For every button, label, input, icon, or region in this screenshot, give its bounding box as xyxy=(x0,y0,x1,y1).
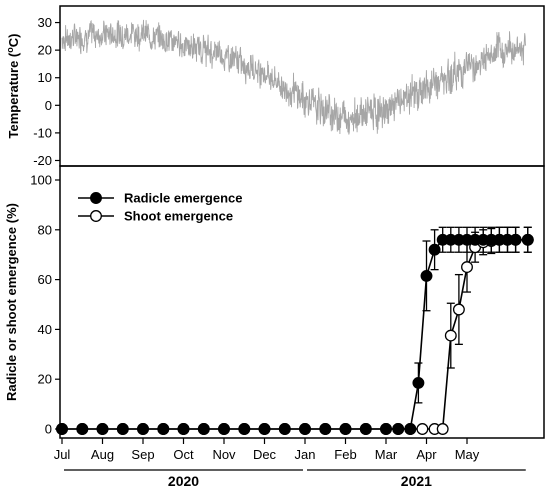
radicle-point xyxy=(157,423,170,435)
radicle-point xyxy=(420,269,433,282)
radicle-point xyxy=(412,376,425,389)
temperature-trace xyxy=(61,19,527,135)
month-tick-label: Apr xyxy=(416,447,437,462)
emergence-y-tick-label: 40 xyxy=(38,322,52,337)
radicle-point xyxy=(238,423,251,435)
series-line-shoot xyxy=(62,239,528,430)
radicle-point xyxy=(177,423,190,435)
radicle-point xyxy=(197,423,210,435)
emergence-y-tick-label: 100 xyxy=(30,173,52,188)
legend-marker xyxy=(90,210,102,222)
month-tick-label: Mar xyxy=(375,447,398,462)
radicle-point xyxy=(76,423,89,435)
month-tick-label: Feb xyxy=(334,447,356,462)
shoot-point xyxy=(461,261,473,274)
shoot-point xyxy=(436,423,449,435)
radicle-point xyxy=(521,233,534,246)
temperature-axis-title: Temperature (oC) xyxy=(5,34,21,139)
year-label: 2020 xyxy=(168,473,199,489)
legend: Radicle emergence Shoot emergence xyxy=(78,191,243,224)
radicle-point xyxy=(380,423,392,435)
emergence-y-tick-label: 20 xyxy=(38,372,52,387)
radicle-point xyxy=(392,423,405,435)
temperature-y-tick-label: 0 xyxy=(45,98,52,113)
temperature-plot: 30 20 10 0 -10 -20 xyxy=(33,15,527,168)
radicle-point xyxy=(218,423,230,435)
radicle-point xyxy=(299,423,311,435)
radicle-point xyxy=(137,423,149,435)
radicle-point xyxy=(509,233,522,246)
legend-label: Radicle emergence xyxy=(124,191,243,206)
shoot-point xyxy=(452,303,465,316)
month-tick-label: Nov xyxy=(212,447,236,462)
shoot-point xyxy=(416,423,429,435)
series-line-radicle xyxy=(62,239,528,430)
legend-marker xyxy=(90,192,102,204)
emergence-panel-frame xyxy=(59,165,545,439)
radicle-point xyxy=(96,423,109,435)
month-tick-label: Sep xyxy=(131,447,154,462)
radicle-point xyxy=(56,423,68,435)
temperature-y-tick-label: 30 xyxy=(38,15,52,30)
emergence-y-tick-label: 80 xyxy=(38,222,52,237)
temperature-y-tick-label: 20 xyxy=(38,43,52,58)
year-label: 2021 xyxy=(401,473,432,489)
emergence-y-tick-label: 0 xyxy=(45,422,52,437)
radicle-point xyxy=(116,423,129,435)
month-tick-label: Aug xyxy=(91,447,114,462)
month-tick-label: Jul xyxy=(54,447,71,462)
radicle-point xyxy=(428,243,441,256)
shoot-point xyxy=(444,329,457,342)
radicle-point xyxy=(319,423,332,435)
emergence-axis-title: Radicle or shoot emergence (%) xyxy=(4,203,19,401)
radicle-point xyxy=(404,423,417,435)
temperature-y-tick-label: -20 xyxy=(33,153,52,168)
temperature-y-tick-label: -10 xyxy=(33,125,52,140)
legend-label: Shoot emergence xyxy=(124,209,233,224)
month-tick-label: Jan xyxy=(295,447,316,462)
radicle-point xyxy=(258,423,271,435)
emergence-y-tick-label: 60 xyxy=(38,272,52,287)
month-tick-label: Dec xyxy=(253,447,277,462)
temperature-y-tick-label: 10 xyxy=(38,70,52,85)
radicle-point xyxy=(278,423,291,435)
month-tick-label: May xyxy=(455,447,480,462)
radicle-point xyxy=(339,423,352,435)
radicle-point xyxy=(359,423,372,435)
month-tick-label: Oct xyxy=(173,447,194,462)
